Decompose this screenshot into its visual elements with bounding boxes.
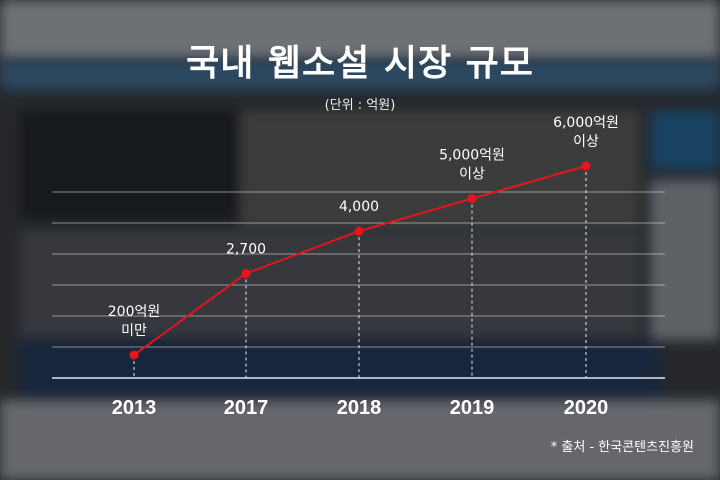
data-label-2018: 4,000	[339, 199, 379, 215]
data-label-2019: 이상	[459, 167, 485, 183]
chart-title: 국내 웹소설 시장 규모	[186, 43, 534, 84]
data-point-2017	[241, 269, 251, 279]
chart-subtitle: (단위 : 억원)	[324, 98, 396, 113]
data-label-2019: 5,000억원	[439, 148, 505, 164]
series-line	[133, 165, 587, 356]
data-label-2017: 2,700	[226, 242, 266, 258]
data-label-2020: 이상	[573, 134, 599, 150]
data-point-2018	[354, 226, 364, 236]
source-note: * 출처 - 한국콘텐츠진흥원	[550, 440, 694, 455]
x-tick-label-2013: 2013	[112, 397, 157, 419]
x-tick-label-2017: 2017	[224, 397, 269, 419]
data-point-2019	[467, 194, 477, 204]
x-tick-label-2018: 2018	[337, 397, 382, 419]
data-point-2013	[129, 350, 139, 360]
data-label-2020: 6,000억원	[553, 115, 619, 131]
x-tick-label-2019: 2019	[450, 397, 495, 419]
data-label-2013: 200억원	[108, 304, 160, 320]
x-tick-label-2020: 2020	[564, 397, 609, 419]
data-point-2020	[581, 161, 591, 171]
data-label-2013: 미만	[121, 323, 147, 339]
